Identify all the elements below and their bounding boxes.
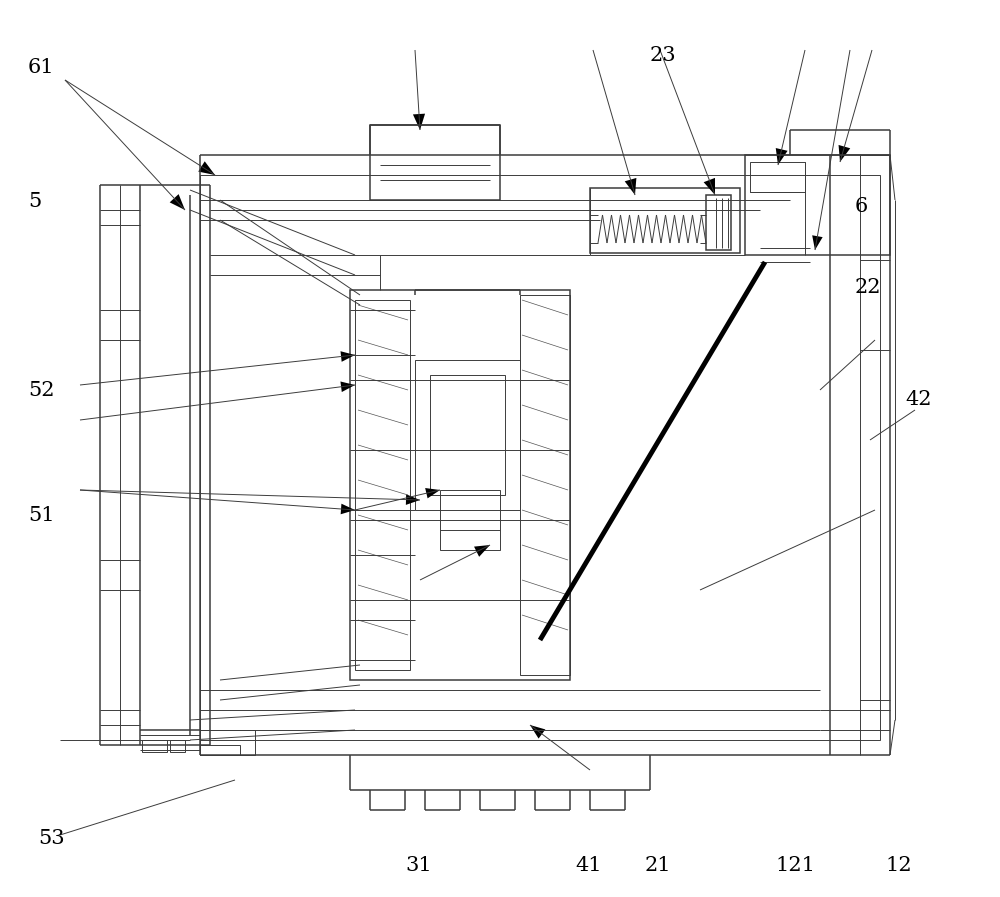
Bar <box>200 175 880 740</box>
Text: 12: 12 <box>885 856 912 875</box>
Bar <box>750 162 805 192</box>
Polygon shape <box>413 114 425 130</box>
Bar <box>520 295 570 675</box>
Bar <box>370 125 500 200</box>
Bar <box>440 490 500 550</box>
Text: 31: 31 <box>405 856 432 875</box>
Bar <box>200 730 255 755</box>
Bar <box>745 155 890 255</box>
Polygon shape <box>474 545 490 557</box>
Text: 61: 61 <box>28 57 55 77</box>
Text: 23: 23 <box>650 46 677 65</box>
Text: 51: 51 <box>28 506 55 526</box>
Text: 52: 52 <box>28 380 54 400</box>
Bar <box>706 195 731 250</box>
Polygon shape <box>425 488 440 499</box>
Polygon shape <box>406 494 420 505</box>
Polygon shape <box>198 161 215 175</box>
Polygon shape <box>170 194 185 210</box>
Bar <box>590 188 740 253</box>
Polygon shape <box>839 145 850 162</box>
Bar <box>170 740 185 752</box>
Text: 22: 22 <box>855 277 882 297</box>
Polygon shape <box>341 504 355 514</box>
Text: 6: 6 <box>855 196 868 216</box>
Polygon shape <box>340 381 355 392</box>
Polygon shape <box>812 235 823 250</box>
Bar <box>200 745 240 755</box>
Bar <box>350 290 570 680</box>
Bar <box>142 740 167 752</box>
Bar <box>415 360 520 510</box>
Polygon shape <box>341 352 355 361</box>
Text: 121: 121 <box>775 856 815 875</box>
Polygon shape <box>776 148 788 165</box>
Bar <box>430 375 505 495</box>
Text: 53: 53 <box>38 829 65 849</box>
Text: 5: 5 <box>28 192 41 212</box>
Text: 41: 41 <box>575 856 602 875</box>
Bar <box>355 300 410 670</box>
Polygon shape <box>625 178 636 195</box>
Polygon shape <box>530 725 545 738</box>
Text: 21: 21 <box>645 856 672 875</box>
Polygon shape <box>704 178 715 195</box>
Text: 42: 42 <box>905 389 932 409</box>
